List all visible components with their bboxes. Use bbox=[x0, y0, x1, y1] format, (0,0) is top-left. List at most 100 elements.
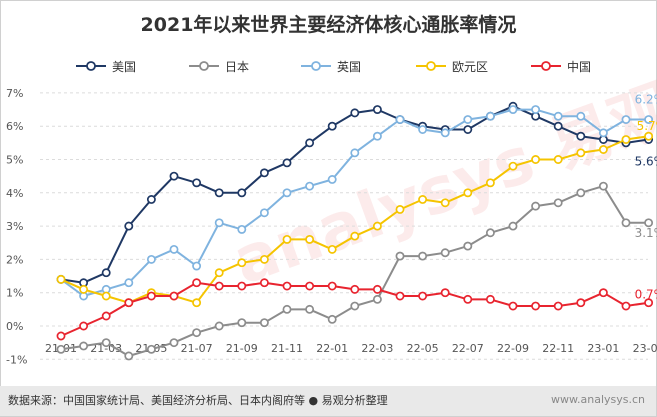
data-point bbox=[553, 155, 563, 164]
data-point bbox=[485, 111, 495, 121]
data-point bbox=[463, 241, 473, 251]
data-point bbox=[101, 311, 111, 321]
end-labels: 5.6% 3.1% 6.2% 5.7% 0.7% bbox=[635, 93, 657, 302]
legend-item-0: 美国 bbox=[76, 60, 136, 74]
data-point bbox=[124, 351, 134, 361]
y-axis: 7% 6% 5% 4% 3% 2% 1% 0% -1% bbox=[6, 87, 27, 366]
data-point bbox=[192, 298, 202, 308]
data-point bbox=[327, 244, 337, 254]
data-point bbox=[508, 161, 518, 171]
data-point bbox=[192, 178, 202, 188]
plot-area bbox=[56, 101, 654, 361]
data-point bbox=[440, 198, 450, 208]
data-point bbox=[440, 128, 450, 138]
legend-swatch-marker bbox=[541, 61, 551, 71]
x-tick-label: 22-07 bbox=[452, 342, 484, 355]
x-tick-label: 23-03 bbox=[633, 342, 657, 355]
data-point bbox=[621, 115, 631, 124]
legend-swatch-marker bbox=[86, 61, 96, 71]
data-point bbox=[214, 281, 224, 291]
data-point bbox=[598, 181, 608, 191]
data-point bbox=[101, 338, 111, 348]
data-point bbox=[214, 218, 224, 228]
data-point bbox=[237, 318, 247, 328]
data-point bbox=[282, 188, 292, 198]
data-point bbox=[485, 178, 495, 188]
data-point bbox=[508, 301, 518, 311]
y-tick-label: 7% bbox=[6, 87, 23, 100]
data-point bbox=[463, 125, 473, 134]
data-point bbox=[485, 228, 495, 238]
data-point bbox=[418, 251, 428, 261]
end-value-label: 5.6% bbox=[635, 155, 657, 169]
x-tick-label: 23-01 bbox=[587, 342, 619, 355]
data-point bbox=[124, 298, 134, 308]
y-tick-label: 4% bbox=[6, 187, 23, 200]
data-point bbox=[621, 301, 631, 311]
data-point bbox=[327, 281, 337, 291]
x-tick-label: 21-11 bbox=[271, 342, 303, 355]
data-point bbox=[576, 298, 586, 308]
data-point bbox=[372, 131, 382, 141]
x-tick-label: 22-09 bbox=[497, 342, 529, 355]
data-point bbox=[214, 188, 224, 198]
x-axis: 21-0121-0321-0521-0721-0921-1122-0122-03… bbox=[45, 342, 657, 355]
data-point bbox=[305, 234, 315, 244]
data-point bbox=[531, 105, 541, 115]
legend-item-2: 英国 bbox=[301, 60, 361, 74]
legend-item-3: 欧元区 bbox=[416, 60, 488, 74]
end-value-label: 5.7% bbox=[637, 119, 657, 133]
x-tick-label: 22-11 bbox=[542, 342, 574, 355]
legend-swatch-marker bbox=[311, 61, 321, 71]
legend-item-1: 日本 bbox=[189, 60, 249, 74]
data-point bbox=[644, 218, 654, 228]
data-point bbox=[418, 195, 428, 204]
data-point bbox=[282, 234, 292, 244]
data-point bbox=[372, 221, 382, 231]
end-value-label: 0.7% bbox=[635, 288, 657, 302]
legend-label: 日本 bbox=[225, 60, 249, 74]
data-point bbox=[463, 115, 473, 124]
series-4 bbox=[56, 278, 654, 341]
series-3 bbox=[56, 131, 654, 308]
data-point bbox=[192, 278, 202, 288]
data-point bbox=[350, 284, 360, 294]
y-tick-label: 5% bbox=[6, 154, 23, 167]
end-value-label: 3.1% bbox=[635, 226, 657, 240]
data-point bbox=[372, 105, 382, 115]
data-point bbox=[440, 288, 450, 298]
legend-swatch-marker bbox=[426, 61, 436, 71]
data-point bbox=[124, 221, 134, 231]
data-point bbox=[305, 138, 315, 148]
data-point bbox=[237, 281, 247, 291]
y-tick-label: 6% bbox=[6, 120, 23, 133]
data-point bbox=[259, 254, 269, 264]
data-point bbox=[146, 344, 156, 354]
end-value-label: 6.2% bbox=[635, 93, 657, 107]
data-point bbox=[237, 188, 247, 198]
data-point bbox=[237, 258, 247, 268]
data-point bbox=[463, 294, 473, 304]
data-point bbox=[598, 288, 608, 298]
x-tick-label: 21-03 bbox=[90, 342, 122, 355]
data-point bbox=[56, 274, 66, 284]
data-point bbox=[576, 188, 586, 198]
data-point bbox=[395, 291, 405, 301]
data-point bbox=[576, 111, 586, 121]
y-tick-label: -1% bbox=[6, 353, 27, 366]
data-point bbox=[169, 338, 179, 348]
x-tick-label: 22-05 bbox=[407, 342, 439, 355]
y-tick-label: 3% bbox=[6, 220, 23, 233]
data-point bbox=[79, 321, 89, 331]
data-point bbox=[395, 115, 405, 124]
data-point bbox=[282, 281, 292, 291]
data-point bbox=[350, 108, 360, 118]
data-point bbox=[598, 145, 608, 154]
data-point bbox=[327, 314, 337, 324]
data-point bbox=[56, 331, 66, 341]
data-point bbox=[350, 148, 360, 158]
data-point bbox=[553, 198, 563, 208]
data-point bbox=[259, 208, 269, 218]
data-point bbox=[192, 261, 202, 271]
data-point bbox=[79, 341, 89, 351]
